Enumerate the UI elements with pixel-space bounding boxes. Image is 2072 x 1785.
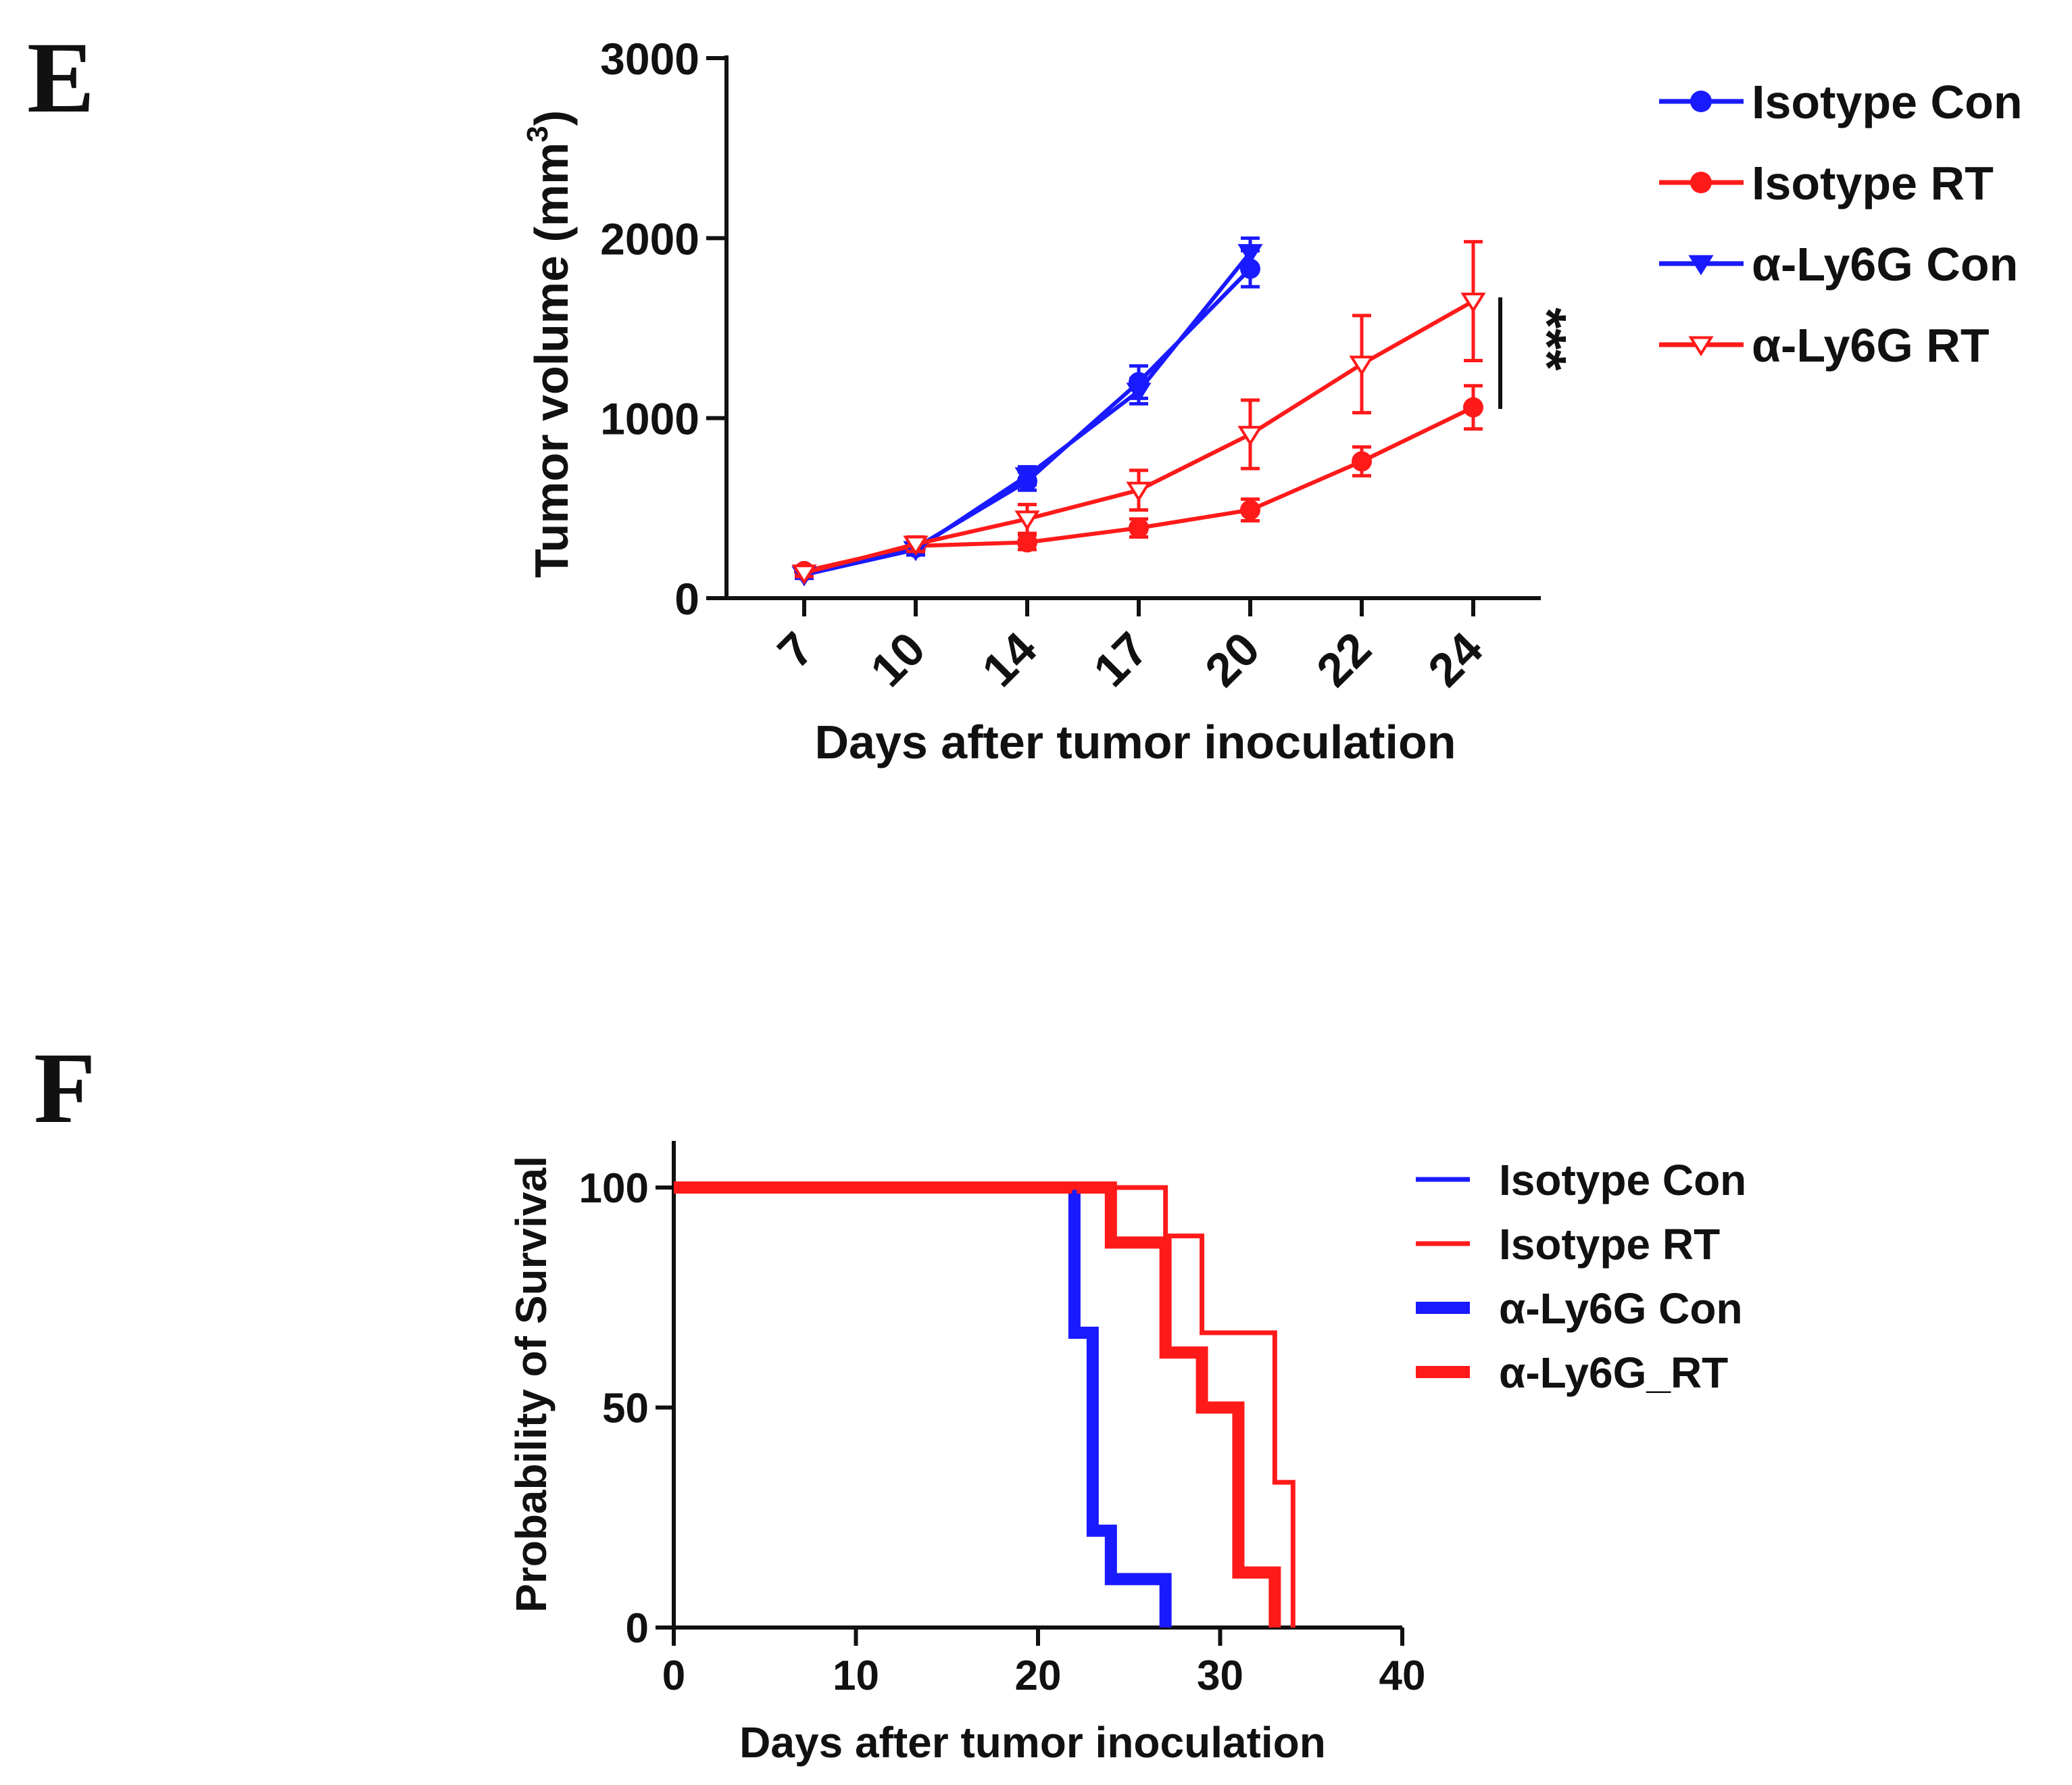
survival-curve — [674, 1185, 1296, 1628]
f-y-axis-title: Probability of Survival — [507, 1156, 556, 1613]
e-y-axis-title: Tumor volume (mm3) — [521, 110, 578, 578]
survival-curve — [674, 1185, 1168, 1628]
e-x-tick-label: 17 — [1083, 622, 1158, 696]
e-x-tick-label: 7 — [768, 622, 824, 678]
tumor-volume-chart: 0 1000 2000 3000 7 10 14 17 20 22 24 Tumor volume… — [521, 34, 2023, 768]
f-x-tick-label: 20 — [1015, 1653, 1062, 1699]
data-point — [1240, 258, 1260, 279]
data-point — [1240, 499, 1260, 520]
data-point — [1463, 397, 1483, 418]
f-y-tick-label: 100 — [579, 1165, 649, 1212]
data-point — [1237, 426, 1263, 446]
significance-stars: *** — [1517, 308, 1577, 371]
data-point — [1014, 510, 1040, 531]
legend-label: α-Ly6G Con — [1752, 238, 2018, 291]
panel-letter-e: E — [27, 22, 95, 134]
data-point — [1237, 244, 1263, 264]
data-point — [1017, 532, 1037, 553]
data-point — [1126, 481, 1152, 502]
e-x-tick-label: 22 — [1306, 622, 1381, 696]
survival-curve — [674, 1181, 1281, 1628]
e-legend: Isotype Con Isotype RT α-Ly6G Con α-Ly6G RT — [1659, 76, 2023, 372]
legend-label: Isotype RT — [1499, 1220, 1720, 1269]
legend-marker — [1690, 91, 1712, 112]
data-point — [1126, 383, 1152, 403]
f-x-tick-label: 10 — [833, 1653, 879, 1699]
e-x-tick-label: 14 — [972, 622, 1046, 696]
e-x-axis-title: Days after tumor inoculation — [814, 716, 1456, 768]
data-point — [1352, 451, 1372, 472]
legend-label: α-Ly6G Con — [1499, 1284, 1743, 1333]
legend-label: Isotype RT — [1752, 157, 1994, 210]
data-point — [1014, 467, 1040, 488]
data-point — [1349, 356, 1375, 376]
data-point — [1129, 518, 1149, 539]
e-y-tick-label: 1000 — [600, 394, 699, 444]
f-y-tick-label: 50 — [602, 1386, 649, 1432]
f-x-tick-label: 0 — [662, 1653, 685, 1699]
data-point — [791, 564, 817, 585]
e-x-tick-label: 10 — [860, 622, 935, 696]
legend-marker — [1688, 255, 1714, 276]
data-point — [903, 535, 929, 556]
f-x-axis-title: Days after tumor inoculation — [739, 1718, 1326, 1767]
legend-label: Isotype Con — [1499, 1156, 1746, 1204]
f-x-tick-label: 40 — [1379, 1653, 1426, 1699]
legend-label: Isotype Con — [1752, 76, 2023, 128]
f-x-tick-label: 30 — [1197, 1653, 1243, 1699]
legend-marker — [1690, 172, 1712, 193]
data-point — [1460, 293, 1486, 313]
e-x-tick-label: 24 — [1418, 622, 1492, 696]
e-x-tick-label: 20 — [1195, 622, 1269, 696]
e-y-tick-label: 3000 — [600, 34, 699, 84]
legend-marker — [1688, 336, 1714, 357]
legend-label: α-Ly6G RT — [1752, 319, 1990, 372]
f-legend: Isotype Con Isotype RT α-Ly6G Con α-Ly6G_RT — [1416, 1156, 1746, 1397]
legend-label: α-Ly6G_RT — [1499, 1348, 1728, 1397]
e-y-tick-label: 0 — [674, 574, 699, 624]
f-y-tick-label: 0 — [626, 1605, 649, 1652]
e-y-tick-label: 2000 — [600, 214, 699, 264]
survival-chart: 0 50 100 0 10 20 30 40 Probability of Survival… — [507, 1141, 1746, 1767]
panel-letter-f: F — [34, 1032, 96, 1144]
